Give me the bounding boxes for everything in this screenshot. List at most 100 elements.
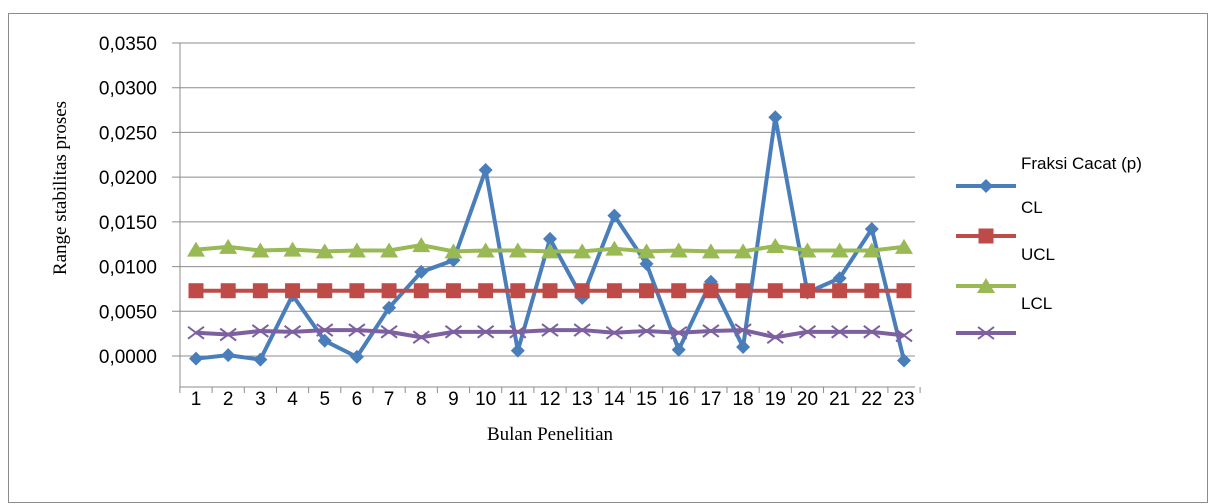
data-point: [768, 110, 783, 125]
data-point: [477, 325, 495, 339]
data-point: [766, 238, 785, 254]
data-point: [187, 325, 205, 340]
data-point: [315, 243, 334, 259]
data-point: [414, 264, 429, 279]
x-tick-label: 22: [861, 389, 882, 410]
data-point: [897, 353, 911, 368]
x-tick-label: 9: [448, 389, 459, 410]
y-axis-tick-labels: 0,0000 0,0050 0,0100 0,0150 0,0200 0,0250 0,03…: [99, 34, 157, 368]
data-point: [283, 241, 302, 257]
legend-label: Fraksi Cacat (p): [1021, 154, 1142, 173]
data-point: [799, 283, 815, 299]
data-point: [605, 240, 624, 256]
data-point: [251, 324, 269, 338]
data-point: [413, 283, 429, 299]
x-tick-label: 16: [668, 389, 689, 410]
data-point: [864, 283, 880, 299]
data-point: [412, 330, 430, 345]
x-tick-label: 18: [733, 389, 754, 410]
data-point: [317, 283, 333, 299]
x-axis-tick-labels: 1 2 3 4 5 6 7 8 9 10 11 12 13 14 15 16 17 18 19 20 21 22 23: [179, 387, 921, 410]
data-point: [187, 241, 205, 257]
legend-label: LCL: [1021, 294, 1052, 313]
y-tick-label: 0,0150: [99, 213, 157, 234]
data-point: [542, 283, 558, 299]
data-point: [863, 325, 881, 339]
data-point: [607, 208, 622, 223]
legend-label: UCL: [1021, 245, 1055, 264]
x-tick-label: 5: [319, 389, 330, 410]
x-tick-label: 21: [829, 389, 850, 410]
data-point: [347, 242, 366, 258]
data-point: [864, 222, 879, 237]
data-point: [832, 283, 848, 299]
data-point: [381, 283, 397, 299]
data-point: [316, 323, 334, 337]
legend-marker: [979, 179, 993, 193]
data-point: [348, 323, 366, 337]
data-point: [508, 242, 527, 258]
data-point: [734, 323, 752, 337]
legend-marker: [977, 278, 995, 293]
data-point: [701, 243, 720, 259]
data-point: [702, 324, 720, 338]
x-tick-label: 17: [700, 389, 721, 410]
x-tick-label: 7: [384, 389, 395, 410]
data-point: [767, 283, 783, 299]
data-point: [380, 242, 399, 258]
data-point: [896, 283, 912, 299]
data-point: [639, 256, 654, 271]
data-point: [380, 325, 398, 339]
data-point: [574, 283, 590, 299]
data-point: [798, 242, 817, 258]
y-tick-label: 0,0050: [99, 302, 157, 323]
data-point: [669, 242, 688, 258]
data-point: [573, 323, 591, 337]
data-point: [543, 231, 557, 246]
x-tick-label: 11: [508, 389, 528, 410]
data-point: [349, 283, 365, 299]
data-point: [445, 283, 461, 299]
x-tick-label: 3: [255, 389, 266, 410]
axes: [179, 43, 915, 388]
data-point: [766, 330, 784, 345]
data-point: [252, 283, 268, 299]
legend-marker: [978, 228, 994, 244]
x-axis-label: Bulan Penelitian: [487, 424, 614, 445]
x-tick-label: 10: [475, 389, 496, 410]
data-point: [219, 238, 238, 254]
data-point: [895, 238, 913, 254]
data-point: [637, 243, 656, 259]
data-point: [189, 351, 203, 366]
legend-label: CL: [1021, 198, 1043, 217]
data-point: [444, 325, 463, 339]
data-point: [541, 323, 559, 337]
y-axis-label: Range stabilitas proses: [50, 101, 71, 275]
data-point: [798, 325, 817, 339]
data-point: [220, 283, 236, 299]
data-point: [734, 243, 753, 259]
x-tick-label: 19: [765, 389, 786, 410]
data-point: [509, 325, 527, 339]
data-point: [283, 325, 302, 339]
y-tick-label: 0,0300: [99, 79, 157, 100]
legend-marker: [977, 326, 995, 340]
data-point: [605, 325, 623, 340]
data-point: [670, 325, 688, 340]
x-tick-label: 8: [416, 389, 427, 410]
data-point: [862, 242, 881, 258]
data-point: [639, 283, 655, 299]
x-tick-label: 2: [223, 389, 234, 410]
series-group: [187, 110, 913, 368]
data-point: [541, 243, 559, 259]
data-point: [510, 283, 526, 299]
y-tick-label: 0,0200: [99, 168, 157, 189]
x-tick-label: 12: [539, 389, 560, 410]
data-point: [221, 348, 236, 363]
data-point: [382, 300, 397, 315]
data-point: [703, 283, 719, 299]
data-point: [219, 327, 237, 342]
data-point: [832, 271, 847, 286]
data-point: [736, 340, 751, 355]
